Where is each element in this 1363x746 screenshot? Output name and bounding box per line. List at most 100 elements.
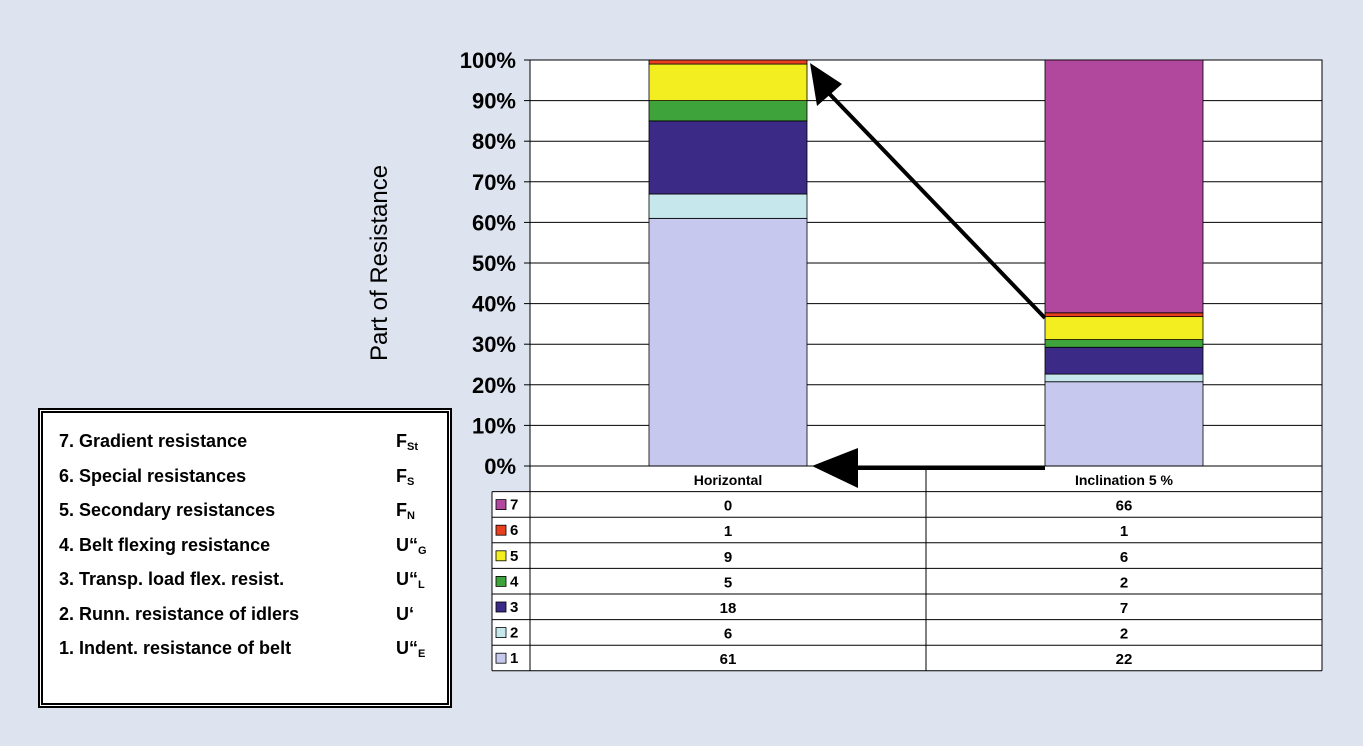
category-label: Inclination 5 % [1075,472,1174,488]
legend-symbol-prime: “ [409,638,418,658]
y-axis-label: Part of Resistance [366,165,393,361]
table-value: 0 [724,498,732,515]
legend-symbol-subscript: S [407,475,415,488]
y-tick-label: 30% [472,332,516,357]
legend-symbol-subscript: L [418,579,425,591]
y-tick-label: 70% [472,170,516,195]
legend-item-label: 5. Secondary resistances [59,500,276,520]
legend-symbol-subscript: G [418,544,427,557]
legend-item-symbol: FSt [396,431,418,453]
table-value: 66 [1116,498,1133,515]
legend-item-label: 1. Indent. resistance of belt [59,638,292,658]
legend-item: 6. Special resistances FS [59,466,449,496]
y-tick-label: 60% [472,210,516,235]
annotation-arrows [810,63,1047,488]
bar-segment-3-1 [648,120,808,195]
table-key-swatch [495,576,507,587]
arrow-horizontal-head [812,448,858,488]
y-tick-label: 80% [472,129,516,154]
table-value: 6 [724,626,732,643]
table-key-swatch [495,499,507,511]
resistance-legend: 7. Gradient resistance FSt 6. Special resi… [38,408,452,708]
table-value: 5 [724,574,732,591]
table-key-swatch [495,524,507,536]
table-value: 1 [1120,523,1128,540]
legend-item-label: 6. Special resistances [59,465,247,486]
bar-segment-1-1 [648,217,808,467]
table-value: 9 [724,549,732,566]
legend-symbol-base: F [396,465,407,486]
table-key-label: 7 [510,497,518,514]
table-value: 2 [1120,626,1128,643]
legend-item: 1. Indent. resistance of belt U“E [59,638,449,668]
legend-item: 5. Secondary resistances FN [59,500,449,530]
table-value: 2 [1120,574,1128,591]
y-tick-label: 90% [472,89,516,114]
legend-item: 2. Runn. resistance of idlers U‘ [59,604,449,634]
bar-segment-2-2 [1044,373,1204,383]
table-value: 6 [1120,549,1128,566]
y-axis-ticks: 0% 10% 20% 30% 40% 50% 60% 70% 80% 90% 100% [460,48,530,479]
table-key-label: 6 [510,522,518,539]
legend-item-symbol: U‘ [396,604,414,626]
legend-item-label: 2. Runn. resistance of idlers [59,603,300,624]
legend-symbol-base: F [396,500,407,520]
legend-item: 7. Gradient resistance FSt [59,431,449,461]
legend-item-symbol: U“E [396,638,425,660]
bar-segment-5-1 [648,63,808,101]
legend-item-label: 3. Transp. load flex. resist. [59,569,285,589]
legend-item-symbol: FN [396,500,415,522]
bar-segment-5-2 [1044,316,1204,341]
table-key-label: 3 [510,599,518,616]
bar-segment-2-1 [648,193,808,219]
y-tick-label: 50% [472,251,516,276]
legend-symbol-prime: “ [409,534,418,555]
bar-segment-6-2 [1044,312,1204,318]
table-value: 61 [720,651,737,668]
bar-segment-7-2 [1044,59,1204,314]
legend-item-symbol: FS [396,466,414,488]
bars [648,59,1204,467]
table-value: 7 [1120,600,1128,617]
arrow-diagonal-head [810,63,842,106]
legend-item: 3. Transp. load flex. resist. U“L [59,569,449,599]
y-tick-label: 0% [484,454,516,479]
table-key-swatch [495,652,507,664]
table-value: 18 [720,600,737,617]
legend-symbol-subscript: N [407,510,415,522]
legend-symbol-prime: ‘ [409,603,415,624]
y-tick-label: 40% [472,292,516,317]
bar-segment-3-2 [1044,346,1204,375]
table-value: 1 [724,523,732,540]
table-key-label: 2 [510,625,518,642]
bar-segment-4-2 [1044,339,1204,348]
arrow-diagonal [818,82,1047,320]
table-key-swatch [495,550,507,562]
legend-item-label: 4. Belt flexing resistance [59,534,271,555]
table-key-label: 5 [510,548,518,565]
table-value: 22 [1116,651,1133,668]
table-key-swatch [495,601,507,613]
category-label: Horizontal [694,472,762,488]
legend-symbol-base: U [396,569,409,589]
legend-item: 4. Belt flexing resistance U“G [59,535,449,565]
y-tick-label: 20% [472,373,516,398]
legend-item-label: 7. Gradient resistance [59,431,248,451]
table-key-label: 1 [510,650,518,667]
legend-symbol-base: F [396,431,407,451]
legend-symbol-base: U [396,638,409,658]
bar-segment-4-1 [648,100,808,122]
legend-symbol-base: U [396,534,409,555]
table-key-swatch [495,627,507,638]
legend-symbol-subscript: E [418,648,426,660]
legend-item-symbol: U“L [396,569,425,591]
legend-symbol-prime: “ [409,569,418,589]
legend-item-symbol: U“G [396,535,427,557]
legend-symbol-base: U [396,603,409,624]
bar-segment-1-2 [1044,381,1204,467]
legend-symbol-subscript: St [407,441,418,453]
data-table: Horizontal Inclination 5 %7 0 666 1 15 9 64 5 23 1… [491,465,1323,672]
bar-segment-6-1 [648,59,808,65]
